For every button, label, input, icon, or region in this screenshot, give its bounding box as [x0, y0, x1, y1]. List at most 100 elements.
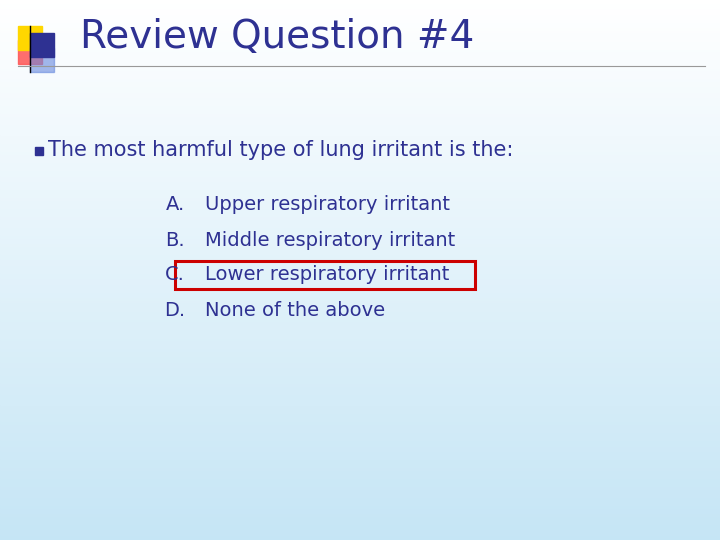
Bar: [0, 199, 720, 202]
Bar: [0, 528, 720, 532]
Bar: [0, 458, 720, 462]
Bar: [0, 253, 720, 256]
Bar: [0, 372, 720, 375]
Bar: [0, 309, 720, 313]
Text: The most harmful type of lung irritant is the:: The most harmful type of lung irritant i…: [48, 140, 513, 160]
Bar: [0, 353, 720, 356]
Bar: [0, 228, 720, 232]
Bar: [0, 50, 720, 54]
Bar: [0, 126, 720, 130]
Bar: [0, 504, 720, 508]
Bar: [0, 150, 720, 154]
Bar: [0, 296, 720, 300]
Bar: [0, 93, 720, 97]
Bar: [0, 423, 720, 427]
Bar: [0, 85, 720, 89]
Bar: [0, 404, 720, 408]
Bar: [0, 226, 720, 230]
Bar: [0, 285, 720, 289]
Bar: [0, 177, 720, 181]
Bar: [0, 299, 720, 302]
Bar: [0, 29, 720, 32]
Bar: [0, 380, 720, 383]
Bar: [0, 509, 720, 513]
Bar: [0, 390, 720, 394]
Bar: [0, 58, 720, 62]
Bar: [0, 501, 720, 505]
Bar: [0, 334, 720, 338]
Bar: [0, 444, 720, 448]
Bar: [0, 417, 720, 421]
Bar: [0, 12, 720, 16]
Bar: [0, 115, 720, 119]
Text: D.: D.: [164, 300, 185, 320]
Bar: [0, 264, 720, 267]
Bar: [0, 490, 720, 494]
Bar: [0, 266, 720, 270]
Bar: [0, 64, 720, 68]
Bar: [35, 147, 43, 155]
Text: C.: C.: [165, 266, 185, 285]
Bar: [0, 137, 720, 140]
Bar: [0, 234, 720, 238]
Bar: [0, 204, 720, 208]
Bar: [0, 174, 720, 178]
Bar: [0, 31, 720, 35]
Bar: [0, 0, 720, 3]
Bar: [0, 488, 720, 491]
Bar: [0, 366, 720, 370]
Bar: [0, 201, 720, 205]
Bar: [0, 107, 720, 111]
Bar: [0, 56, 720, 59]
Bar: [0, 42, 720, 46]
Bar: [0, 218, 720, 221]
Bar: [0, 258, 720, 262]
Bar: [0, 388, 720, 392]
Bar: [0, 223, 720, 227]
Bar: [0, 161, 720, 165]
Bar: [0, 80, 720, 84]
Bar: [0, 26, 720, 30]
Bar: [0, 134, 720, 138]
Bar: [30, 48, 54, 72]
Bar: [0, 147, 720, 151]
Bar: [0, 466, 720, 470]
Bar: [0, 280, 720, 284]
Bar: [0, 23, 720, 27]
Bar: [0, 347, 720, 351]
Bar: [0, 169, 720, 173]
Bar: [0, 409, 720, 413]
Bar: [0, 48, 720, 51]
Bar: [0, 131, 720, 135]
Bar: [0, 358, 720, 362]
Bar: [0, 215, 720, 219]
Bar: [0, 231, 720, 235]
Bar: [0, 304, 720, 308]
Bar: [0, 291, 720, 294]
Bar: [0, 45, 720, 49]
Bar: [0, 485, 720, 489]
Bar: [0, 261, 720, 265]
Bar: [0, 525, 720, 529]
Bar: [30, 33, 54, 57]
Text: B.: B.: [166, 231, 185, 249]
Bar: [0, 307, 720, 310]
Bar: [0, 463, 720, 467]
Bar: [0, 442, 720, 446]
Bar: [0, 536, 720, 540]
Bar: [0, 145, 720, 148]
Bar: [0, 156, 720, 159]
Bar: [0, 274, 720, 278]
Bar: [0, 272, 720, 275]
Bar: [0, 412, 720, 416]
Bar: [0, 99, 720, 103]
Bar: [0, 193, 720, 197]
Bar: [0, 288, 720, 292]
Text: A.: A.: [166, 195, 185, 214]
Bar: [0, 426, 720, 429]
Bar: [0, 37, 720, 40]
Bar: [0, 453, 720, 456]
Bar: [0, 212, 720, 216]
Bar: [0, 129, 720, 132]
Bar: [0, 269, 720, 273]
